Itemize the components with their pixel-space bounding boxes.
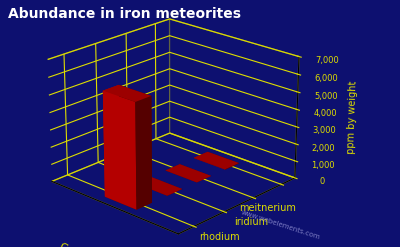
X-axis label: Group 9: Group 9 [58, 242, 100, 247]
Text: Abundance in iron meteorites: Abundance in iron meteorites [8, 7, 241, 21]
Text: www.webelements.com: www.webelements.com [240, 209, 320, 241]
